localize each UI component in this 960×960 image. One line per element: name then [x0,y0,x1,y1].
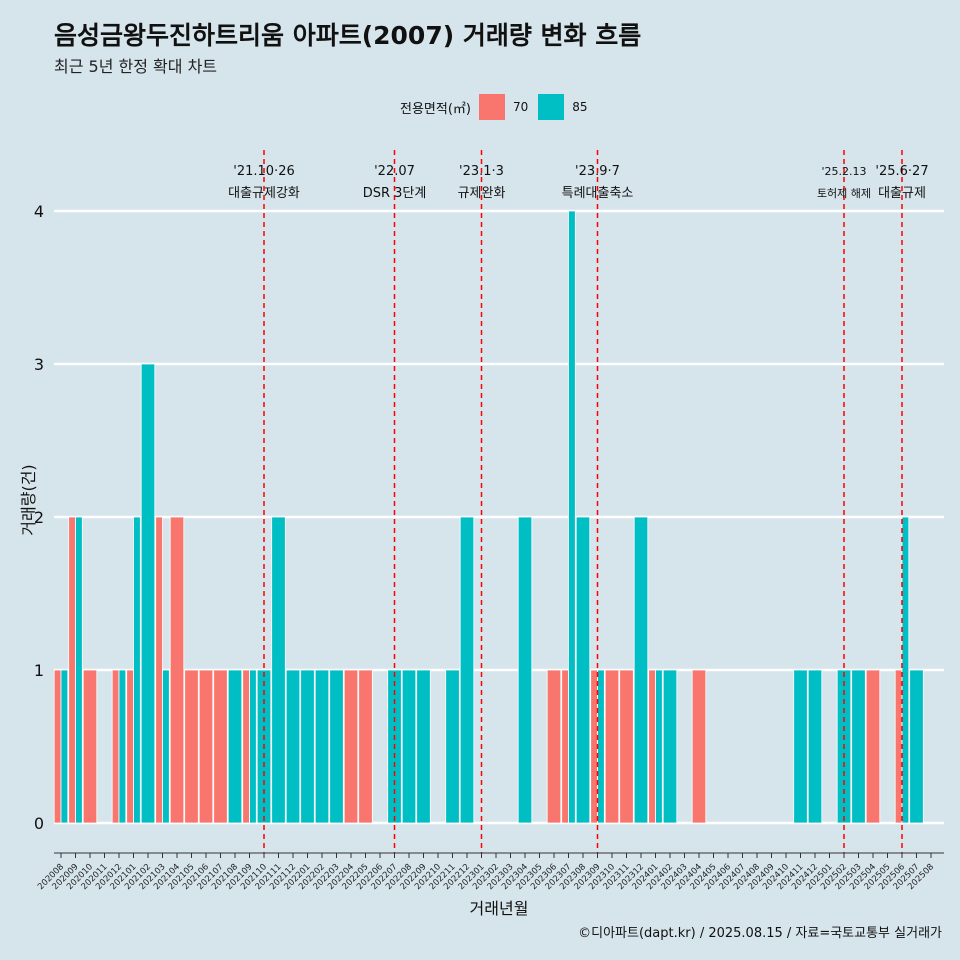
bar-85-202312 [633,516,649,824]
bar-70-202204 [343,669,359,824]
bar-85-202012 [118,669,127,824]
event-label-0: 대출규제강화 [228,186,300,201]
bar-85-202203 [329,669,344,824]
event-date-0: '21.10·26 [233,164,294,179]
bar-85-202503 [851,669,866,824]
bar-70-202103 [155,516,163,824]
event-label-3: 특례대출축소 [562,186,634,201]
event-label-1: DSR 3단계 [363,186,427,201]
bar-85-202401 [655,669,663,824]
y-tick-label: 0 [34,814,44,833]
bar-85-202211 [445,669,460,824]
bar-70-202008 [53,669,62,824]
bar-85-202507 [909,669,924,824]
event-label-4: 토허제 해제 [817,186,871,200]
legend-title: 전용면적(㎡) [400,101,471,117]
bar-85-202103 [162,669,170,824]
event-date-3: '23.9·7 [575,164,620,179]
bar-85-202212 [459,516,475,824]
event-date-4: '25.2.13 [821,165,866,178]
caption: ©디아파트(dapt.kr) / 2025.08.15 / 자료=국토교통부 실… [578,926,942,941]
y-tick-label: 3 [34,355,44,374]
bar-70-202309 [590,669,598,824]
chart-subtitle: 최근 5년 한정 확대 차트 [54,57,218,76]
bar-85-202412 [807,669,823,824]
bar-70-202012 [111,669,120,824]
bar-70-202504 [865,669,881,824]
bar-70-202307 [561,669,569,824]
bar-70-202310 [604,669,620,824]
bar-85-202101 [133,516,141,824]
legend-label-70: 70 [512,100,529,114]
bar-70-202205 [358,669,373,824]
bar-70-202105 [184,669,199,824]
chart-title: 음성금왕두진하트리움 아파트(2007) 거래량 변화 흐름 [54,21,642,50]
bar-70-202109 [242,669,250,824]
bar-70-202010 [82,669,98,824]
bar-70-202101 [126,669,134,824]
bar-70-202107 [213,669,228,824]
x-axis-title: 거래년월 [470,899,529,918]
bar-85-202112 [285,669,301,824]
event-date-1: '22.07 [374,164,415,179]
bar-85-202304 [517,516,533,824]
event-date-2: '23.1·3 [459,164,504,179]
bar-70-202106 [198,669,214,824]
bar-85-202109 [249,669,257,824]
bar-85-202402 [662,669,678,824]
event-label-2: 규제완화 [458,186,506,201]
y-tick-label: 2 [34,508,44,527]
bar-70-202401 [648,669,656,824]
y-axis-title: 거래량(건) [19,464,38,535]
y-tick-label: 1 [34,661,44,680]
bar-85-202102 [140,363,156,824]
bar-85-202009 [75,516,83,824]
bar-85-202008 [60,669,69,824]
bar-70-202311 [619,669,634,824]
bar-70-202404 [691,669,707,824]
event-label-5: 대출규제 [878,186,926,201]
bar-70-202104 [169,516,185,824]
legend-swatch-70 [478,94,505,120]
bar-85-202202 [314,669,330,824]
bar-85-202309 [597,669,605,824]
bar-85-202111 [271,516,286,824]
legend-swatch-85 [538,94,565,120]
bar-85-202308 [575,516,591,824]
bar-85-202108 [227,669,243,824]
bar-85-202506 [901,516,910,824]
bar-85-202209 [416,669,431,824]
bar-85-202307 [568,210,576,824]
legend-label-85: 85 [572,100,588,114]
event-date-5: '25.6·27 [875,164,928,179]
bar-85-202411 [793,669,808,824]
bar-70-202009 [68,516,76,824]
bar-70-202306 [546,669,562,824]
bar-85-202201 [300,669,315,824]
legend: 전용면적(㎡) 70 85 [400,93,598,121]
y-tick-label: 4 [34,202,44,221]
bar-85-202208 [401,669,417,824]
bar-70-202506 [894,669,903,824]
